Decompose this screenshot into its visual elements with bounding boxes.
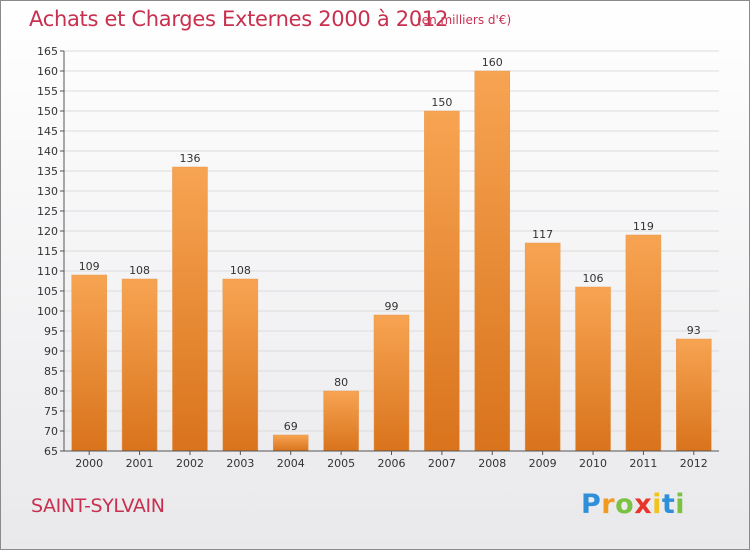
y-tick-label: 130 xyxy=(37,185,58,198)
y-tick-label: 135 xyxy=(37,165,58,178)
bar xyxy=(323,390,359,452)
x-tick-label: 2000 xyxy=(75,457,103,470)
x-tick-label: 2011 xyxy=(629,457,657,470)
logo-letter: i xyxy=(652,489,662,520)
y-tick-label: 110 xyxy=(37,265,58,278)
y-tick-label: 115 xyxy=(37,245,58,258)
bar xyxy=(524,242,561,452)
y-tick-label: 95 xyxy=(44,325,58,338)
logo-letter: o xyxy=(615,489,635,520)
data-label: 106 xyxy=(583,272,604,285)
y-tick-label: 120 xyxy=(37,225,58,238)
y-tick-label: 90 xyxy=(44,345,58,358)
y-tick-label: 145 xyxy=(37,125,58,138)
data-label: 109 xyxy=(79,260,100,273)
logo-letter: r xyxy=(601,489,616,520)
data-label: 160 xyxy=(482,56,503,69)
data-label: 69 xyxy=(284,420,298,433)
x-tick-label: 2006 xyxy=(378,457,406,470)
bar xyxy=(676,338,712,452)
y-tick-label: 125 xyxy=(37,205,58,218)
y-tick-label: 140 xyxy=(37,145,58,158)
x-tick-label: 2003 xyxy=(226,457,254,470)
bar xyxy=(474,70,511,452)
logo-letter: x xyxy=(634,489,653,520)
bar xyxy=(71,274,107,452)
data-label: 108 xyxy=(129,264,150,277)
bar xyxy=(172,166,208,452)
x-tick-label: 2009 xyxy=(529,457,557,470)
y-tick-label: 80 xyxy=(44,385,58,398)
y-tick-label: 150 xyxy=(37,105,58,118)
x-tick-label: 2004 xyxy=(277,457,305,470)
bar xyxy=(272,434,309,452)
logo-letter: P xyxy=(581,489,602,520)
data-label: 119 xyxy=(633,220,654,233)
bar xyxy=(222,278,259,452)
y-tick-label: 75 xyxy=(44,405,58,418)
x-tick-label: 2010 xyxy=(579,457,607,470)
y-tick-label: 105 xyxy=(37,285,58,298)
x-tick-label: 2001 xyxy=(126,457,154,470)
data-label: 93 xyxy=(687,324,701,337)
y-tick-label: 165 xyxy=(37,45,58,58)
data-label: 99 xyxy=(385,300,399,313)
data-labels: 109 108 136 108 69 80 99 150 160 117 106 119 93 xyxy=(79,56,701,433)
data-label: 117 xyxy=(532,228,553,241)
logo-letter: t xyxy=(661,489,676,520)
x-tick-label: 2008 xyxy=(478,457,506,470)
chart-subtitle: (en milliers d'€) xyxy=(417,13,512,27)
data-label: 80 xyxy=(334,376,348,389)
y-tick-label: 85 xyxy=(44,365,58,378)
place-name: SAINT-SYLVAIN xyxy=(31,495,165,517)
bars xyxy=(71,70,712,452)
bar xyxy=(121,278,158,452)
x-tick-label: 2005 xyxy=(327,457,355,470)
data-label: 136 xyxy=(179,152,200,165)
chart-title: Achats et Charges Externes 2000 à 2012 xyxy=(29,7,449,31)
y-tick-label: 160 xyxy=(37,65,58,78)
x-tick-label: 2012 xyxy=(680,457,708,470)
bar xyxy=(424,110,460,452)
proxiti-logo[interactable]: Proxiti xyxy=(581,489,685,520)
bar xyxy=(625,234,662,452)
logo-letter: i xyxy=(675,489,686,520)
y-tick-label: 155 xyxy=(37,85,58,98)
x-tick-label: 2007 xyxy=(428,457,456,470)
x-tick-label: 2002 xyxy=(176,457,204,470)
y-axis: 65 70 75 80 85 90 95 100 105 110 115 120 125 130 135 14… xyxy=(37,45,65,458)
bar xyxy=(575,286,611,452)
data-label: 150 xyxy=(431,96,452,109)
x-axis: 2000 2001 2002 2003 2004 2005 2006 2007 2008 2009… xyxy=(64,450,719,470)
y-tick-label: 100 xyxy=(37,305,58,318)
bar xyxy=(373,314,410,452)
y-tick-label: 70 xyxy=(44,425,58,438)
y-tick-label: 65 xyxy=(44,445,58,458)
data-label: 108 xyxy=(230,264,251,277)
